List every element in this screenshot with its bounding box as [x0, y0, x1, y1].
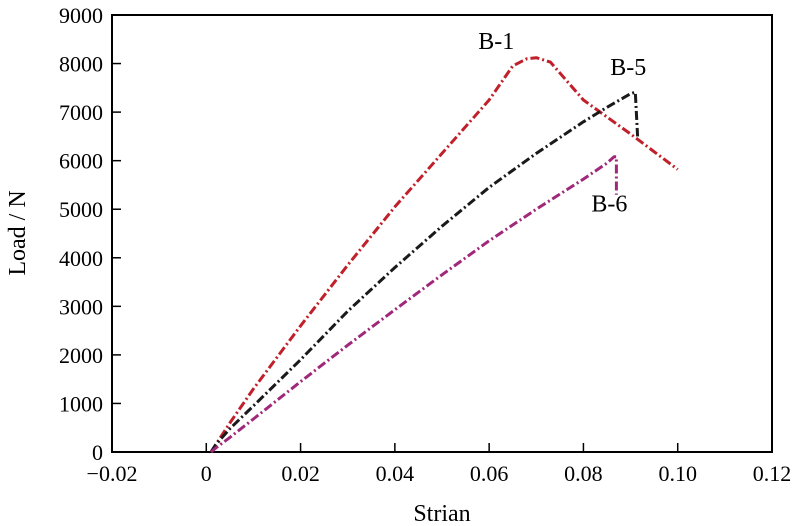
series-line-b-5 [209, 90, 640, 453]
y-tick-label: 7000 [59, 100, 103, 125]
series-label-b-6: B-6 [591, 192, 627, 218]
plot-frame [111, 14, 773, 453]
x-axis-title: Strian [413, 501, 470, 526]
y-axis-title: Load / N [5, 190, 31, 275]
y-tick-label: 6000 [59, 149, 103, 174]
y-tick-label: 5000 [59, 197, 103, 222]
y-axis-ticks: 0 1000 2000 3000 4000 5000 6000 7000 8000 9000 [59, 3, 121, 465]
y-tick-label: 9000 [59, 3, 103, 28]
series-labels: B-1 B-5 B-6 [478, 29, 646, 218]
series-line-b-1 [209, 56, 679, 453]
series-label-b-1: B-1 [478, 29, 514, 55]
series-lines [209, 56, 679, 454]
x-tick-label: 0.10 [658, 461, 697, 486]
x-tick-label: 0.02 [281, 461, 320, 486]
series-label-b-5: B-5 [610, 55, 646, 81]
y-tick-label: 3000 [59, 294, 103, 319]
x-axis-ticks: −0.02 0 0.02 0.04 0.06 0.08 0.10 0.12 [87, 443, 792, 486]
y-tick-label: 2000 [59, 343, 103, 368]
x-tick-label: 0 [201, 461, 212, 486]
x-tick-label: 0.12 [753, 461, 792, 486]
x-tick-label: 0.08 [564, 461, 603, 486]
x-tick-label: −0.02 [87, 461, 138, 486]
series-line-b-6 [210, 155, 618, 454]
y-tick-label: 1000 [59, 391, 103, 416]
y-tick-label: 0 [92, 440, 103, 465]
y-tick-label: 4000 [59, 246, 103, 271]
x-tick-label: 0.06 [470, 461, 509, 486]
y-tick-label: 8000 [59, 52, 103, 77]
x-tick-label: 0.04 [376, 461, 415, 486]
